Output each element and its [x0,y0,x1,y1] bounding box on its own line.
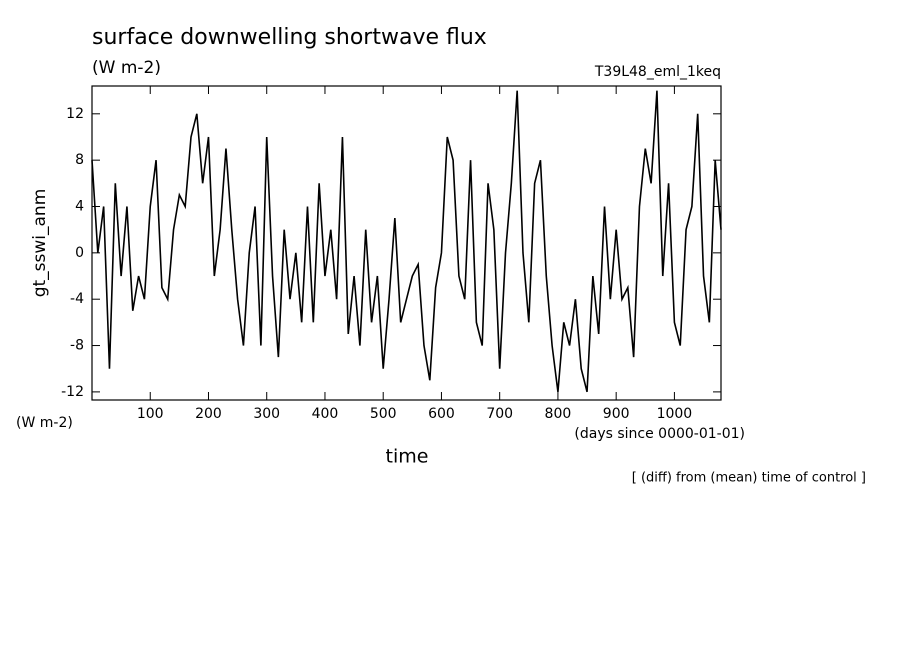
y-tick-label: -8 [70,338,84,354]
x-tick-label: 400 [312,406,339,422]
x-tick-label: 300 [253,406,280,422]
x-tick-label: 1000 [657,406,693,422]
chart-subtitle: (W m-2) [92,58,161,78]
x-units: (days since 0000-01-01) [574,426,745,442]
y-tick-label: 12 [66,106,84,122]
y-units: (W m-2) [16,415,73,431]
y-tick-label: 0 [75,245,84,261]
y-tick-label: 4 [75,199,84,215]
y-tick-label: 8 [75,152,84,168]
y-tick-label: -12 [61,384,84,400]
x-tick-label: 700 [486,406,513,422]
data-line [91,90,722,393]
x-tick-label: 200 [195,406,222,422]
y-tick-label: -4 [70,291,84,307]
x-axis-label: time [386,446,429,468]
y-axis-label: gt_sswi_anm [30,189,50,298]
x-tick-label: 900 [603,406,630,422]
run-label: T39L48_eml_1keq [594,64,721,80]
x-tick-label: 600 [428,406,455,422]
x-tick-label: 500 [370,406,397,422]
x-tick-label: 100 [137,406,164,422]
plot-frame [91,85,722,401]
note: [ (diff) from (mean) time of control ] [632,471,866,486]
chart-title: surface downwelling shortwave flux [92,25,487,50]
x-tick-label: 800 [545,406,572,422]
